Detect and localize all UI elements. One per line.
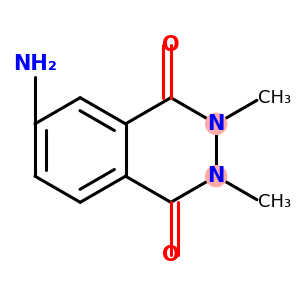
Text: NH₂: NH₂ — [13, 54, 57, 74]
Text: CH₃: CH₃ — [258, 89, 292, 107]
Text: CH₃: CH₃ — [258, 193, 292, 211]
Text: O: O — [162, 35, 180, 56]
Text: N: N — [208, 166, 225, 186]
Text: O: O — [162, 244, 180, 265]
Text: N: N — [208, 114, 225, 134]
Circle shape — [206, 166, 226, 187]
Circle shape — [206, 113, 226, 134]
